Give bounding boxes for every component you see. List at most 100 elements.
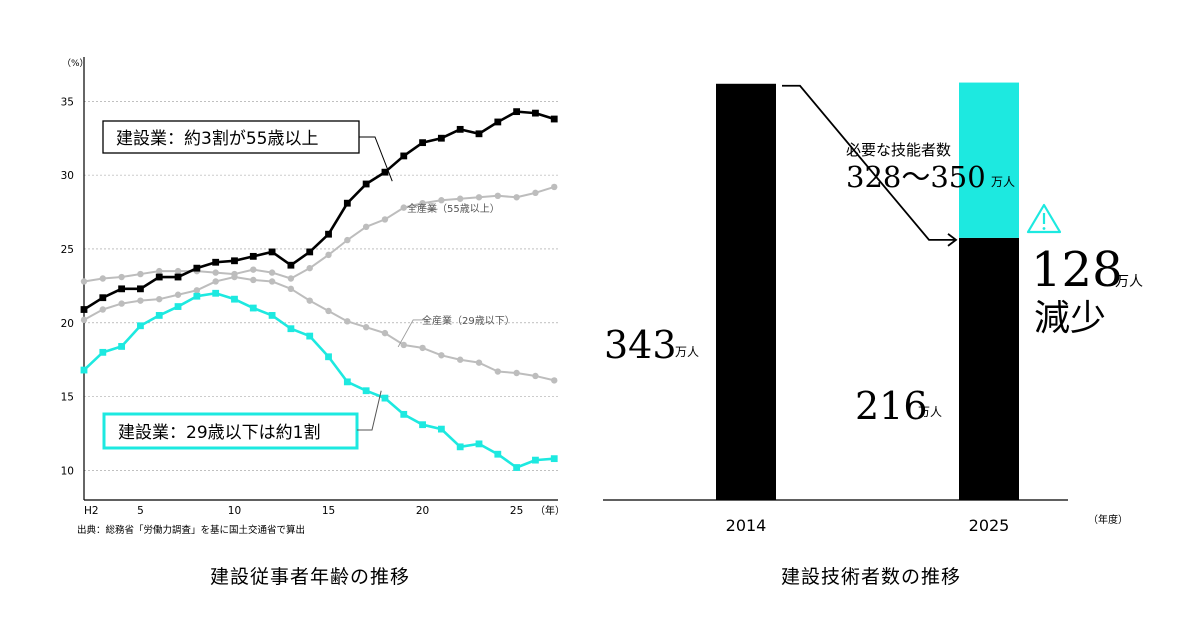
value-unit-2025: 万人 [918,405,942,419]
data-point [268,278,276,285]
data-point [381,329,389,337]
grid-lines [84,101,558,471]
data-point [99,348,107,356]
data-point [118,285,126,293]
data-point [550,115,558,123]
data-point [231,257,238,265]
data-point [456,125,464,133]
callout-leader-29 [357,390,382,431]
x-tick-label: 15 [322,505,335,517]
data-point [532,372,539,380]
data-point [550,455,558,463]
arrow-line [782,84,956,241]
data-point [513,464,521,471]
data-point [137,270,144,278]
data-point [137,297,144,304]
y-tick-label: 35 [61,96,74,108]
data-point [99,306,107,313]
data-point [343,199,351,207]
data-point [456,195,464,202]
data-point [231,273,238,281]
data-point [212,278,219,285]
data-point [400,341,407,349]
data-point [155,273,163,281]
data-point [419,139,426,147]
data-point [306,264,313,272]
series-line [83,276,555,382]
data-point [400,204,407,211]
series-2 [80,108,558,313]
data-point [80,366,88,374]
series-group [80,108,558,471]
data-point [306,332,314,340]
data-point [532,456,539,464]
data-point [156,295,163,303]
data-point [475,130,483,138]
data-point [532,109,539,117]
data-point [306,297,313,304]
data-point [419,344,426,352]
series-line [83,185,555,283]
data-point [99,275,107,282]
data-point [99,294,107,302]
data-point [193,287,201,294]
annotation-label-55: 全産業（55歳以上） [407,202,500,215]
data-point [174,291,182,298]
data-point [362,180,370,188]
data-point [268,248,276,256]
data-point [400,410,408,418]
data-point [306,248,314,256]
data-point [362,223,370,231]
data-point [250,266,257,273]
data-point [212,269,219,276]
data-point [437,425,445,433]
decrease-caption: 減少 [1034,298,1106,339]
series-3 [80,289,558,471]
y-axis-label: （%） [62,58,89,69]
arrow-head [947,233,958,247]
data-point [362,387,370,395]
data-point [155,312,163,319]
category-label-2025: 2025 [969,516,1010,535]
data-point [325,353,332,361]
data-point [344,318,351,325]
data-point [80,278,88,285]
data-point [249,252,257,260]
right-chart-title: 建設技術者数の推移 [781,566,962,588]
data-point [231,295,238,303]
data-point [325,251,332,259]
data-point [494,192,502,200]
data-point [193,292,201,300]
data-point [344,236,351,244]
data-point [287,275,295,282]
warning-icon [1026,203,1062,234]
y-tick-label: 30 [61,170,74,182]
data-point [381,216,389,223]
bar-chart: 2014 2025 （年度） 必要な技能者数 328～350 万人 343 万人 … [603,82,1143,535]
data-point [456,443,464,451]
data-point [174,303,182,310]
data-point [400,152,408,160]
callout-label-55: 建設業：約3割が55歳以上 [116,129,318,149]
left-chart-title: 建設従事者年齢の推移 [210,566,411,588]
data-point [456,356,464,363]
x-axis-label: （年） [535,504,565,517]
data-point [475,194,483,201]
data-point [250,276,257,284]
data-point [80,316,88,324]
data-point [287,285,295,293]
data-point [419,421,426,429]
decrease-value: 128 [1031,242,1123,298]
y-tick-label: 15 [61,392,74,404]
data-point [118,273,125,281]
annotation-label-29: 全産業（29歳以下） [422,314,515,327]
data-point [212,258,220,266]
source-note: 出典：総務省「労働力調査」を基に国土交通省で算出 [77,524,305,536]
data-point [475,440,483,448]
data-point [438,352,445,359]
y-tick-label: 20 [61,318,74,330]
data-point [438,197,445,204]
bar-2025-shortfall [959,82,1019,238]
data-point [268,312,276,319]
data-point [249,304,257,312]
